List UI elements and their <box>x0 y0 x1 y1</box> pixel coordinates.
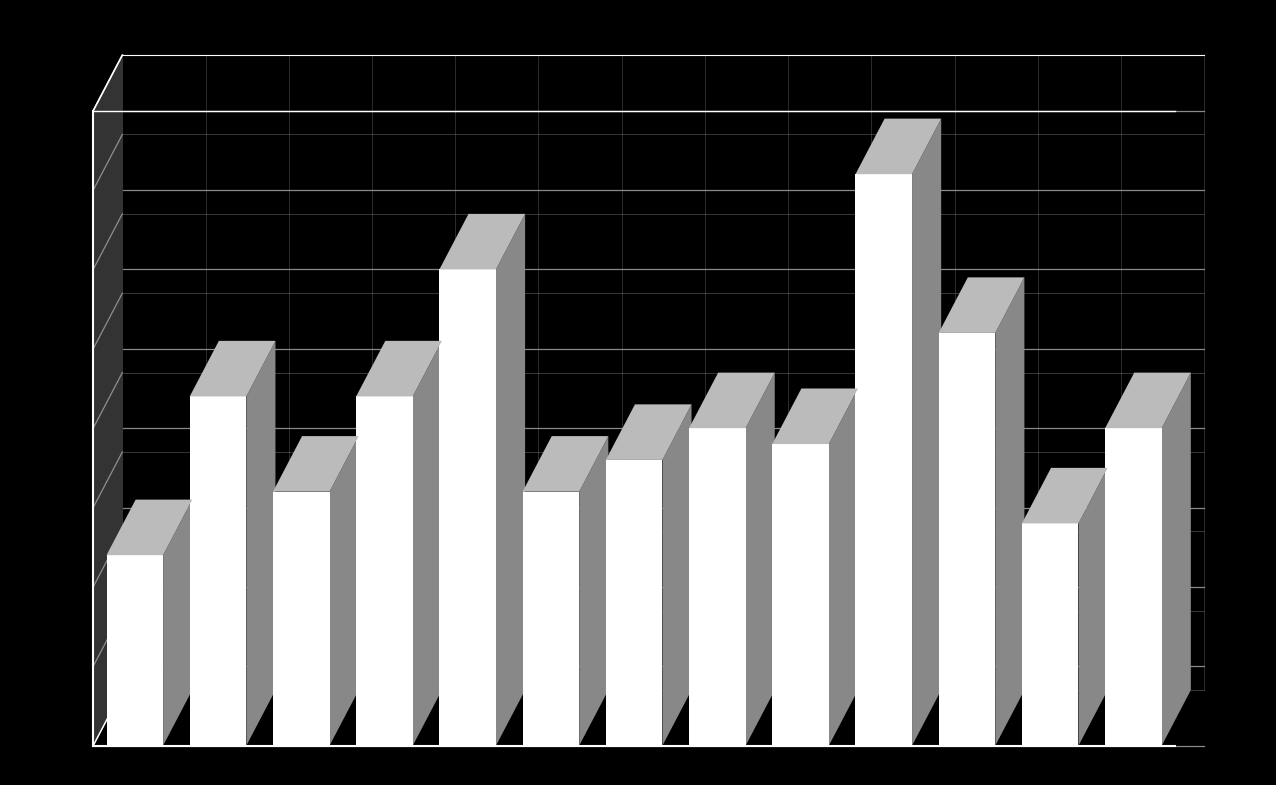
Polygon shape <box>439 214 526 269</box>
Polygon shape <box>662 404 692 746</box>
Polygon shape <box>412 341 441 746</box>
Polygon shape <box>523 436 609 491</box>
Polygon shape <box>939 277 1025 333</box>
Polygon shape <box>356 341 441 396</box>
FancyBboxPatch shape <box>1022 524 1078 746</box>
Polygon shape <box>273 436 359 491</box>
Polygon shape <box>855 119 942 174</box>
Polygon shape <box>829 389 857 746</box>
Polygon shape <box>163 499 193 746</box>
Polygon shape <box>496 214 526 746</box>
FancyBboxPatch shape <box>606 460 662 746</box>
Polygon shape <box>995 277 1025 746</box>
Polygon shape <box>772 389 857 444</box>
Polygon shape <box>1078 468 1108 746</box>
Polygon shape <box>689 373 775 428</box>
Polygon shape <box>106 499 193 555</box>
FancyBboxPatch shape <box>1105 428 1161 746</box>
Polygon shape <box>329 436 359 746</box>
FancyBboxPatch shape <box>273 491 329 746</box>
FancyBboxPatch shape <box>689 428 745 746</box>
FancyBboxPatch shape <box>190 396 246 746</box>
FancyBboxPatch shape <box>523 491 579 746</box>
Polygon shape <box>606 404 692 460</box>
Polygon shape <box>912 119 942 746</box>
Polygon shape <box>745 373 775 746</box>
Polygon shape <box>579 436 609 746</box>
FancyBboxPatch shape <box>106 555 163 746</box>
Polygon shape <box>246 341 276 746</box>
FancyBboxPatch shape <box>439 269 496 746</box>
FancyBboxPatch shape <box>939 333 995 746</box>
FancyBboxPatch shape <box>772 444 829 746</box>
Polygon shape <box>1161 373 1191 746</box>
FancyBboxPatch shape <box>356 396 412 746</box>
FancyBboxPatch shape <box>855 174 912 746</box>
Polygon shape <box>93 55 122 746</box>
Polygon shape <box>190 341 276 396</box>
Polygon shape <box>1105 373 1191 428</box>
Polygon shape <box>1022 468 1108 524</box>
